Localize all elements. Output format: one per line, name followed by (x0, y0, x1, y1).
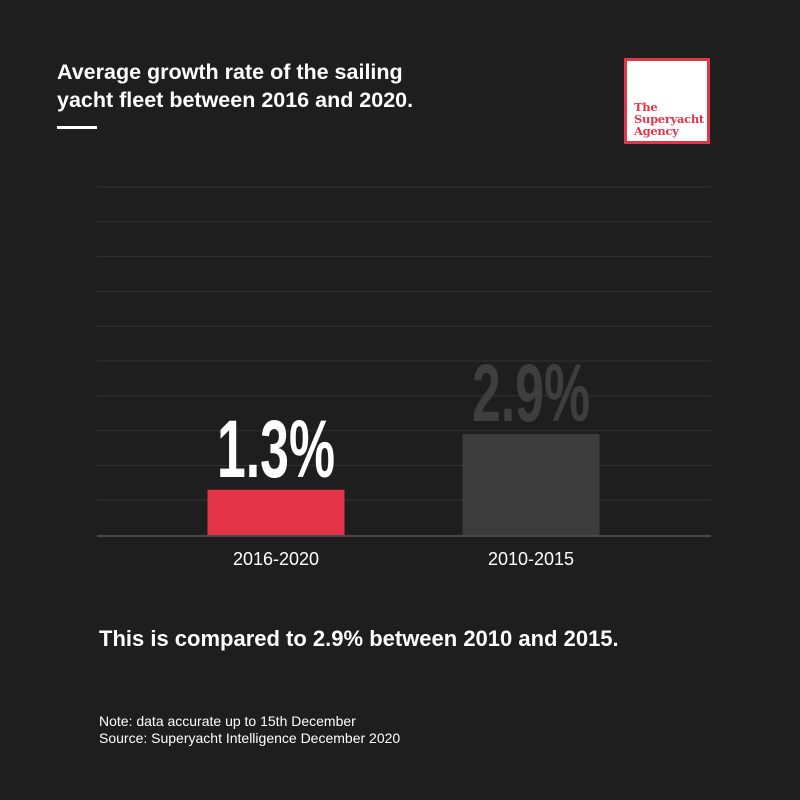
bar-2016-2020 (207, 489, 345, 535)
value-label-2016-2020: 1.3% (217, 404, 335, 495)
brand-logo: The Superyacht Agency (624, 58, 710, 144)
chart-title: Average growth rate of the sailing yacht… (57, 58, 527, 114)
category-label-2016-2020: 2016-2020 (233, 549, 319, 569)
footnote: Note: data accurate up to 15th December … (99, 713, 400, 747)
summary-text: This is compared to 2.9% between 2010 an… (99, 626, 619, 651)
bar-2010-2015 (462, 434, 600, 535)
note-text: Note: data accurate up to 15th December (99, 713, 356, 729)
source-text: Source: Superyacht Intelligence December… (99, 730, 401, 746)
title-line-1: Average growth rate of the sailing (57, 60, 403, 84)
title-underline (57, 126, 97, 129)
category-label-2010-2015: 2010-2015 (488, 549, 574, 569)
title-line-2: yacht fleet between 2016 and 2020. (57, 88, 414, 112)
value-label-2010-2015: 2.9% (472, 348, 590, 439)
bar-chart: 1.3% 2016-2020 2.9% 2010-2015 (97, 186, 711, 569)
logo-text: The Superyacht Agency (634, 100, 704, 138)
